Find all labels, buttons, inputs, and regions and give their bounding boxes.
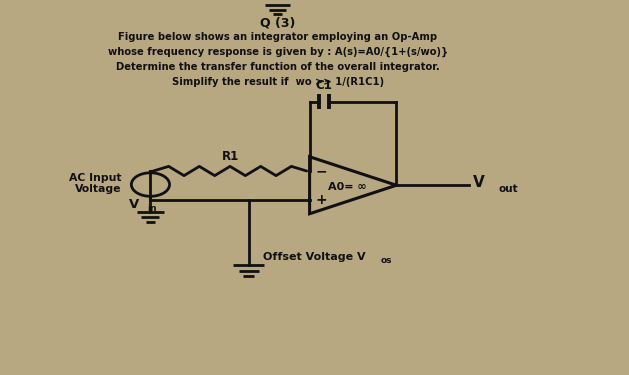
Text: whose frequency response is given by : A(s)=A0/{1+(s/wo)}: whose frequency response is given by : A… bbox=[108, 47, 448, 57]
Text: A0= ∞: A0= ∞ bbox=[328, 182, 367, 192]
Text: C1: C1 bbox=[316, 78, 333, 92]
Text: Determine the transfer function of the overall integrator.: Determine the transfer function of the o… bbox=[116, 62, 440, 72]
Text: Offset Voltage V: Offset Voltage V bbox=[264, 252, 366, 261]
Text: os: os bbox=[381, 256, 392, 265]
Text: R1: R1 bbox=[221, 150, 238, 163]
Text: Voltage: Voltage bbox=[75, 184, 121, 194]
Text: V: V bbox=[128, 198, 139, 211]
Text: V: V bbox=[474, 175, 485, 190]
Text: Q (3): Q (3) bbox=[260, 16, 296, 29]
Text: Figure below shows an integrator employing an Op-Amp: Figure below shows an integrator employi… bbox=[118, 32, 437, 42]
Text: AC Input: AC Input bbox=[69, 173, 121, 183]
Text: Simplify the result if  wo >> 1/(R1C1): Simplify the result if wo >> 1/(R1C1) bbox=[172, 77, 384, 87]
Text: in: in bbox=[148, 204, 157, 213]
Text: −: − bbox=[315, 164, 327, 178]
Text: out: out bbox=[499, 184, 518, 194]
Text: +: + bbox=[315, 192, 327, 207]
